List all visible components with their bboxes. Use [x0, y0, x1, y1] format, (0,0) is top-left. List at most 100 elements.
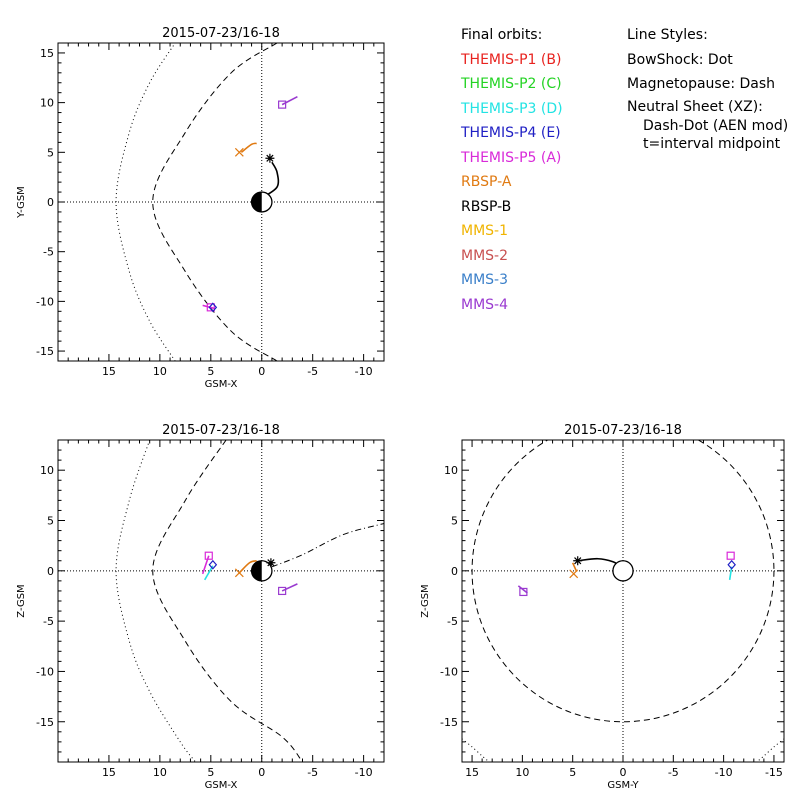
y-tick-label: 15 — [40, 47, 54, 60]
legend-title: Final orbits: — [461, 27, 543, 43]
x-marker — [569, 569, 579, 579]
x-tick-label: 15 — [102, 365, 116, 378]
x-tick-label: 0 — [620, 766, 627, 779]
y-tick-label: -5 — [447, 615, 458, 628]
x-marker — [234, 147, 244, 157]
bowshock-curve — [462, 738, 490, 762]
square-marker — [519, 587, 528, 597]
line-styles-legend: Line Styles: BowShock: Dot Magnetopause:… — [627, 23, 788, 153]
earth-icon — [612, 560, 634, 582]
neutral-sheet-detail-label: Dash-Dot (AEN mod) — [643, 117, 789, 134]
legend-entry-mms-2: MMS-2 — [461, 247, 509, 264]
neutral-sheet-style-label: Neutral Sheet (XZ): — [627, 98, 763, 115]
magnetopause-style-label: Magnetopause: Dash — [627, 76, 776, 92]
orbit-track — [571, 562, 578, 573]
asterisk-marker — [266, 558, 276, 568]
y-tick-label: -10 — [36, 665, 54, 678]
y-tick-label: -5 — [43, 615, 54, 628]
final-orbits-legend: Final orbits: THEMIS-P1 (B) THEMIS-P2 (C… — [461, 23, 563, 317]
earth-night-side — [251, 560, 262, 581]
bowshock-style-label: BowShock: Dot — [627, 51, 733, 68]
x-axis-label: GSM-X — [205, 379, 238, 390]
x-tick-label: 0 — [258, 365, 265, 378]
y-tick-label: -10 — [36, 295, 54, 308]
y-tick-label: -15 — [36, 345, 54, 358]
x-tick-label: 15 — [102, 766, 116, 779]
earth-night-side — [251, 192, 262, 212]
y-axis-label: Y-GSM — [16, 186, 27, 219]
asterisk-marker — [265, 153, 275, 163]
xz-panel: 2015-07-23/16-18 15 10 5 0 -5 -10 10 5 0 -5 -10 -15 G… — [16, 423, 385, 791]
y-tick-label: 0 — [451, 565, 458, 578]
legend-entry-rbsp-a: RBSP-A — [461, 174, 512, 190]
square-marker — [278, 100, 287, 109]
neutral-sheet-curve — [271, 523, 384, 568]
yz-panel: 2015-07-23/16-18 15 10 5 0 -5 -10 -15 10 5 0 -5 -10 -… — [420, 423, 785, 791]
x-tick-label: 0 — [258, 766, 265, 779]
x-axis-label: GSM-X — [205, 780, 238, 791]
x-tick-label: 5 — [207, 365, 214, 378]
square-marker — [278, 586, 287, 596]
y-tick-label: 5 — [451, 515, 458, 528]
legend-entry-mms-4: MMS-4 — [461, 296, 509, 313]
panel-title: 2015-07-23/16-18 — [162, 26, 280, 41]
legend-entry-rbsp-b: RBSP-B — [461, 198, 512, 215]
x-tick-label: -10 — [715, 766, 733, 779]
midpoint-note-label: t=interval midpoint — [643, 135, 781, 152]
line-styles-title: Line Styles: — [627, 27, 708, 43]
x-tick-label: -15 — [765, 766, 783, 779]
x-axis-label: GSM-Y — [607, 780, 639, 791]
y-tick-label: -10 — [440, 665, 458, 678]
y-tick-label: 0 — [47, 196, 54, 209]
asterisk-marker — [573, 556, 583, 566]
panel-title: 2015-07-23/16-18 — [162, 423, 280, 438]
y-tick-label: 10 — [40, 97, 54, 110]
bowshock-curve — [115, 43, 176, 361]
magnetopause-curve — [152, 43, 278, 361]
orbit-track — [240, 142, 257, 153]
y-axis-label: Z-GSM — [420, 584, 431, 617]
bowshock-curve — [115, 440, 196, 762]
square-marker — [204, 551, 213, 560]
legend-entry-mms-1: MMS-1 — [461, 223, 509, 239]
plot-frame — [57, 439, 385, 763]
x-tick-label: 5 — [207, 766, 214, 779]
x-marker — [234, 568, 244, 578]
x-tick-label: -5 — [668, 766, 679, 779]
magnetopause-curve — [152, 440, 303, 762]
plot-content — [115, 43, 298, 361]
legend-entry-themis-p1: THEMIS-P1 (B) — [461, 51, 562, 68]
y-tick-label: -5 — [43, 246, 54, 259]
x-tick-label: 15 — [465, 766, 479, 779]
y-tick-label: 0 — [47, 565, 54, 578]
x-tick-label: -10 — [355, 766, 373, 779]
magnetopause-curve — [471, 440, 775, 723]
x-tick-label: 10 — [153, 766, 167, 779]
x-tick-label: 10 — [153, 365, 167, 378]
y-tick-label: 5 — [47, 515, 54, 528]
diamond-marker — [208, 302, 218, 313]
legend-entry-themis-p2: THEMIS-P2 (C) — [461, 76, 562, 92]
square-marker — [726, 551, 735, 560]
diamond-marker — [208, 559, 218, 570]
y-tick-label: -15 — [36, 716, 54, 729]
orbit-track — [281, 583, 298, 592]
orbit-track — [517, 585, 528, 594]
orbit-track — [202, 304, 215, 310]
y-tick-label: 5 — [47, 146, 54, 159]
panel-title: 2015-07-23/16-18 — [564, 423, 682, 438]
legend-entry-themis-p3: THEMIS-P3 (D) — [461, 100, 563, 117]
xy-panel: 2015-07-23/16-18 15 10 5 0 -5 -10 -15 -10 -5 0 5 10 1… — [16, 26, 385, 390]
legend-entry-themis-p5: THEMIS-P5 (A) — [461, 149, 562, 166]
x-tick-label: -10 — [355, 365, 373, 378]
y-axis-label: Z-GSM — [16, 584, 27, 617]
x-tick-label: 10 — [515, 766, 529, 779]
y-tick-label: 10 — [40, 464, 54, 477]
legend-entry-mms-3: MMS-3 — [461, 272, 509, 288]
plot-content — [115, 440, 384, 762]
legend-entry-themis-p4: THEMIS-P4 (E) — [461, 125, 561, 141]
bowshock-curve — [756, 738, 784, 762]
y-tick-label: -15 — [440, 716, 458, 729]
plot-content — [462, 440, 784, 762]
